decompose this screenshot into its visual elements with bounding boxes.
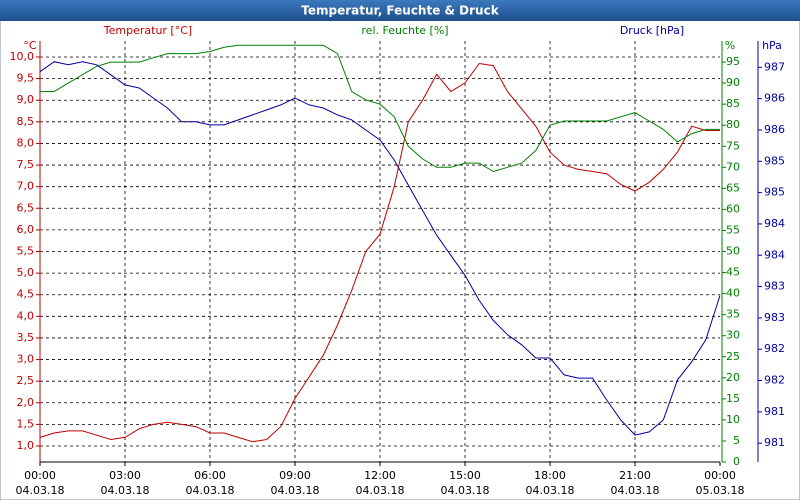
y2-tick-label: 20 — [726, 371, 740, 384]
y2-tick-label: 30 — [726, 329, 740, 342]
y-tick-label: 9,5 — [17, 72, 35, 85]
y2-tick-label: 95 — [726, 55, 740, 68]
y-tick-label: 1,0 — [17, 439, 35, 452]
y3-tick-label: 984 — [764, 217, 785, 230]
y-axis-unit: °C — [23, 39, 37, 52]
y-tick-label: 3,5 — [17, 331, 35, 344]
y3-tick-label: 984 — [764, 248, 785, 261]
x-tick-label: 12:00 — [364, 469, 396, 482]
y-tick-label: 7,5 — [17, 158, 35, 171]
x-tick-date: 04.03.18 — [611, 484, 660, 497]
x-tick-label: 00:00 — [704, 469, 736, 482]
data-line — [39, 61, 721, 436]
y3-tick-label: 986 — [764, 92, 785, 105]
y3-tick-label: 985 — [764, 154, 785, 167]
y2-tick-label: 55 — [726, 223, 740, 236]
y3-tick-label: 983 — [764, 280, 785, 293]
y2-tick-label: 75 — [726, 139, 740, 152]
x-tick-date: 04.03.18 — [271, 484, 320, 497]
y2-tick-label: 85 — [726, 97, 740, 110]
data-line — [39, 62, 720, 443]
y-tick-label: 2,0 — [17, 396, 35, 409]
y-tick-label: 4,0 — [17, 309, 35, 322]
data-line — [40, 44, 720, 173]
y2-tick-label: 0 — [733, 455, 740, 468]
y3-tick-label: 982 — [764, 342, 785, 355]
y3-tick-label: 985 — [764, 186, 785, 199]
y-tick-label: 5,5 — [17, 245, 35, 258]
x-tick-label: 18:00 — [534, 469, 566, 482]
y2-tick-label: 5 — [733, 434, 740, 447]
chart-title: Temperatur, Feuchte & Druck — [301, 4, 499, 18]
y-tick-label: 6,5 — [17, 201, 35, 214]
x-tick-date: 05.03.18 — [696, 484, 745, 497]
y3-tick-label: 982 — [764, 374, 785, 387]
x-tick-date: 04.03.18 — [101, 484, 150, 497]
y2-tick-label: 35 — [726, 308, 740, 321]
y2-tick-label: 45 — [726, 266, 740, 279]
y-tick-label: 8,5 — [17, 115, 35, 128]
y2-tick-label: 25 — [726, 350, 740, 363]
x-tick-label: 15:00 — [449, 469, 481, 482]
series-name: Druck [hPa] — [620, 24, 684, 37]
x-tick-date: 04.03.18 — [16, 484, 65, 497]
y3-tick-label: 986 — [764, 123, 785, 136]
y3-tick-label: 981 — [764, 405, 785, 418]
x-tick-label: 06:00 — [194, 469, 226, 482]
y2-tick-label: 60 — [726, 202, 740, 215]
y3-tick-label: 981 — [764, 436, 785, 449]
y3-axis-unit: hPa — [762, 39, 782, 52]
y2-tick-label: 10 — [726, 413, 740, 426]
y-tick-label: 7,0 — [17, 180, 35, 193]
y-tick-label: 4,5 — [17, 288, 35, 301]
y2-tick-label: 50 — [726, 245, 740, 258]
y2-tick-label: 90 — [726, 76, 740, 89]
x-tick-label: 00:00 — [24, 469, 56, 482]
y-tick-label: 5,0 — [17, 266, 35, 279]
y-tick-label: 9,0 — [17, 93, 35, 106]
x-tick-date: 04.03.18 — [526, 484, 575, 497]
y2-axis-unit: % — [725, 39, 735, 52]
y2-tick-label: 70 — [726, 160, 740, 173]
y3-tick-label: 987 — [764, 60, 785, 73]
y-tick-label: 1,5 — [17, 417, 35, 430]
y-tick-label: 10,0 — [10, 50, 35, 63]
y2-tick-label: 15 — [726, 392, 740, 405]
y2-tick-label: 80 — [726, 118, 740, 131]
series-name: Temperatur [°C] — [103, 24, 192, 37]
y2-tick-label: 40 — [726, 287, 740, 300]
x-tick-label: 03:00 — [109, 469, 141, 482]
y-tick-label: 3,0 — [17, 353, 35, 366]
y-tick-label: 8,0 — [17, 136, 35, 149]
x-tick-label: 09:00 — [279, 469, 311, 482]
series-name: rel. Feuchte [%] — [361, 24, 448, 37]
x-tick-date: 04.03.18 — [356, 484, 405, 497]
y-tick-label: 2,5 — [17, 374, 35, 387]
title-bar — [0, 0, 800, 21]
x-tick-date: 04.03.18 — [186, 484, 235, 497]
y2-tick-label: 65 — [726, 181, 740, 194]
y-tick-label: 6,0 — [17, 223, 35, 236]
y3-tick-label: 983 — [764, 311, 785, 324]
x-tick-label: 21:00 — [619, 469, 651, 482]
x-tick-date: 04.03.18 — [441, 484, 490, 497]
